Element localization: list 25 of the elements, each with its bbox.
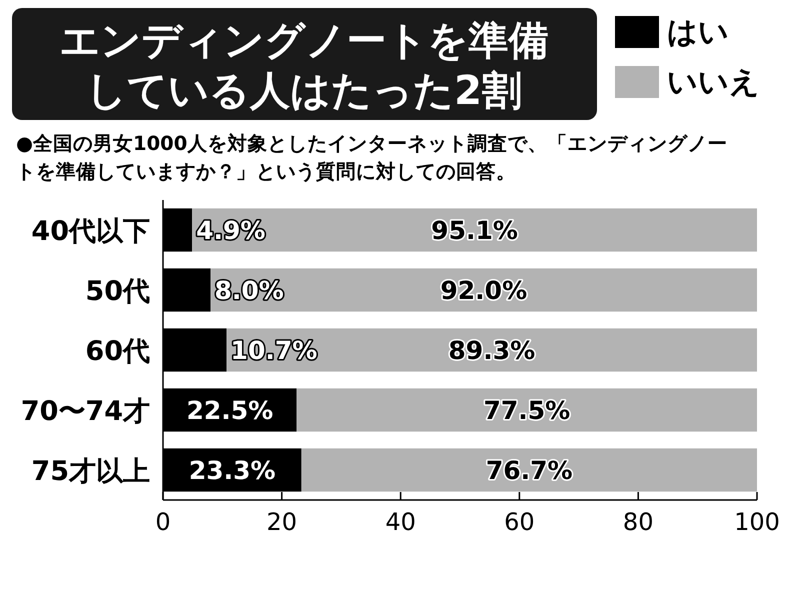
y-tick-label: 75才以上	[31, 456, 150, 487]
data-label: 10.7%	[230, 336, 318, 365]
data-label: 95.1%	[431, 216, 518, 245]
data-label: 23.3%	[188, 456, 276, 485]
data-label: 92.0%	[440, 276, 528, 305]
y-tick-label: 50代	[85, 276, 150, 307]
x-tick-label: 60	[504, 508, 535, 536]
chart-subtitle: ●全国の男女1000人を対象としたインターネット調査で、「エンディングノートを準備していますか？」という質問に対しての回答。	[16, 132, 728, 183]
chart-title: エンディングノートを準備している人はたった2割	[60, 18, 548, 114]
data-label: 76.7%	[486, 456, 573, 485]
y-tick-label: 60代	[85, 336, 150, 367]
x-tick-label: 20	[266, 508, 298, 536]
x-tick-label: 0	[155, 508, 171, 536]
x-tick-label: 40	[385, 508, 416, 536]
data-label: 8.0%	[214, 276, 284, 305]
y-tick-label: 40代以下	[31, 216, 150, 247]
legend-label: いいえ	[667, 65, 760, 100]
x-tick-label: 100	[734, 508, 780, 536]
data-label: 77.5%	[483, 396, 570, 425]
y-tick-label: 70〜74才	[20, 396, 150, 427]
data-label: 4.9%	[196, 216, 266, 245]
legend-label: はい	[667, 15, 729, 50]
data-label: 89.3%	[448, 336, 536, 365]
x-tick-label: 80	[622, 508, 654, 536]
data-label: 22.5%	[186, 396, 274, 425]
